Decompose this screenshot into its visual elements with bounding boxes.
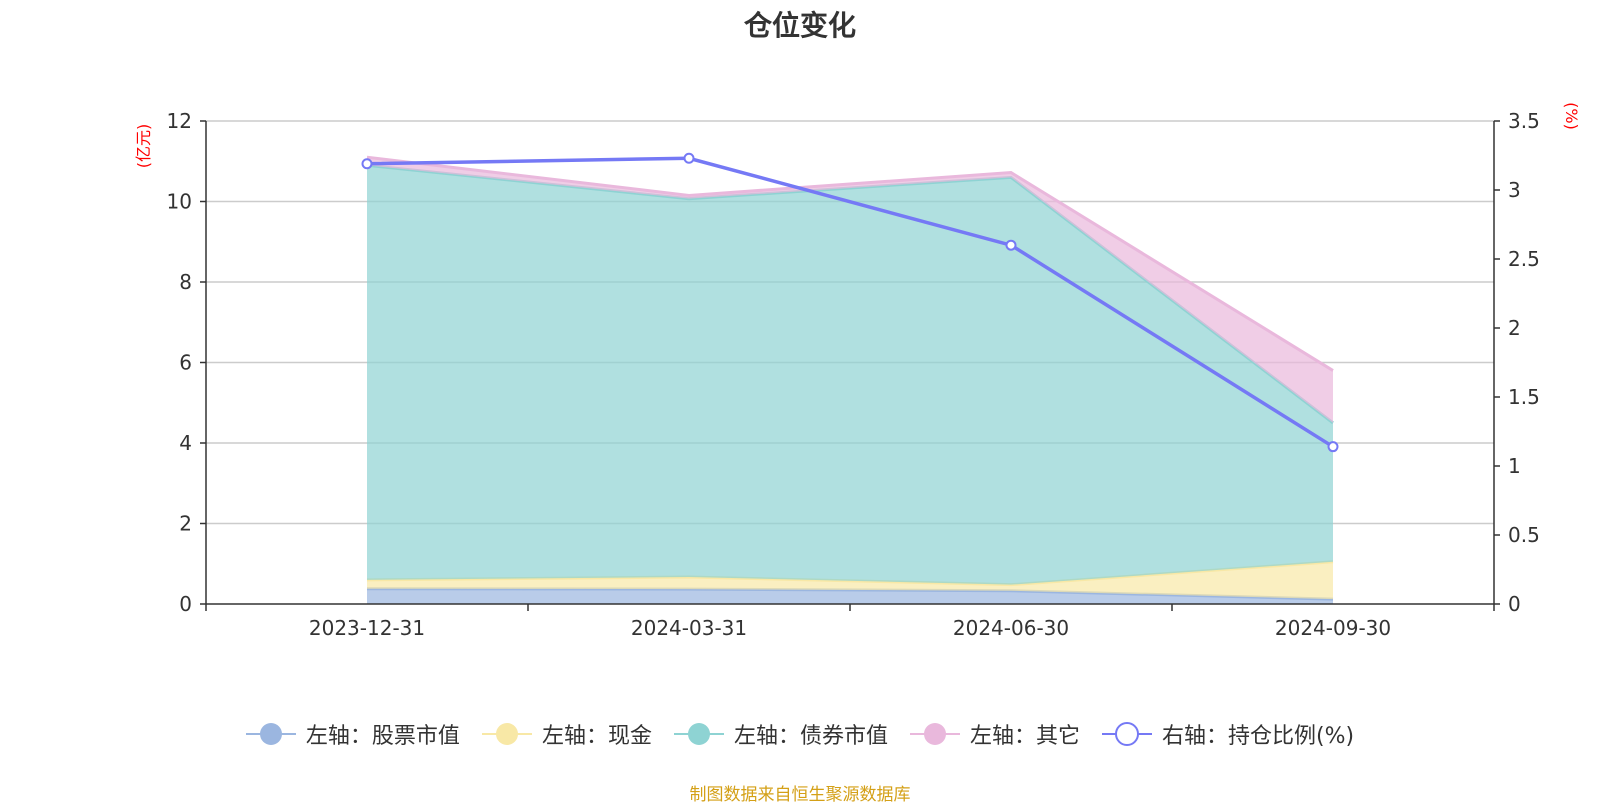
right-axis-tick-label: 1.5 — [1508, 385, 1540, 409]
left-axis-unit-label: (亿元) — [134, 124, 153, 169]
left-axis-tick-label: 6 — [179, 351, 192, 375]
chart-title: 仓位变化 — [743, 9, 856, 42]
position-ratio-point — [361, 158, 373, 170]
right-axis-unit-label: (%) — [1562, 102, 1581, 130]
position-ratio-point — [1327, 441, 1339, 453]
stock-value-area — [367, 588, 1333, 604]
x-axis-tick-label: 2024-06-30 — [953, 616, 1069, 640]
x-axis-tick-label: 2023-12-31 — [309, 616, 425, 640]
right-axis-tick-label: 0 — [1508, 592, 1521, 616]
left-axis-tick-label: 4 — [179, 431, 192, 455]
right-axis-tick-label: 3 — [1508, 178, 1521, 202]
legend-swatch — [245, 723, 296, 745]
left-axis-tick-label: 8 — [179, 270, 192, 294]
right-axis-tick-label: 2.5 — [1508, 247, 1540, 271]
legend-swatch — [1101, 722, 1152, 746]
legend-label: 左轴：债券市值 — [733, 724, 888, 749]
position-ratio-line — [366, 156, 1334, 449]
legend-item[interactable]: 右轴：持仓比例(%) — [1101, 718, 1355, 750]
chart-legend: 左轴：股票市值 左轴：现金 左轴：债券市值 左轴：其它 右轴：持仓比例(%) — [0, 718, 1600, 750]
x-axis-tick-label: 2024-09-30 — [1275, 616, 1391, 640]
legend-label: 左轴：股票市值 — [305, 724, 460, 749]
legend-label: 左轴：其它 — [969, 724, 1080, 749]
left-axis-tick-label: 0 — [179, 592, 192, 616]
legend-item[interactable]: 左轴：债券市值 — [673, 718, 888, 750]
position-change-chart: 0 2 4 6 8 10 12 0 0.5 1 1.5 2 2.5 3 3.5 2023-12-31 2024-… — [134, 102, 1581, 640]
legend-item[interactable]: 左轴：股票市值 — [245, 718, 460, 750]
legend-label: 左轴：现金 — [541, 724, 652, 749]
position-ratio-point — [683, 152, 695, 164]
left-axis-tick-label: 2 — [179, 512, 192, 536]
left-axis-tick-label: 10 — [167, 190, 192, 214]
left-axis-tick-label: 12 — [167, 109, 192, 133]
legend-label: 右轴：持仓比例(%) — [1161, 724, 1355, 749]
legend-swatch — [909, 723, 960, 745]
right-axis-tick-label: 3.5 — [1508, 109, 1540, 133]
x-axis-tick-label: 2024-03-31 — [631, 616, 747, 640]
data-source-note: 制图数据来自恒生聚源数据库 — [689, 785, 911, 805]
other-area-edge — [366, 155, 1334, 372]
legend-item[interactable]: 左轴：其它 — [909, 718, 1080, 750]
bond-value-area — [367, 165, 1333, 585]
right-axis-tick-label: 0.5 — [1508, 523, 1540, 547]
cash-area — [367, 561, 1333, 600]
legend-item[interactable]: 左轴：现金 — [481, 718, 652, 750]
position-ratio-point — [1005, 239, 1017, 251]
legend-swatch — [481, 723, 532, 745]
legend-swatch — [673, 723, 724, 745]
right-axis-tick-label: 1 — [1508, 454, 1521, 478]
right-axis-tick-label: 2 — [1508, 316, 1521, 340]
